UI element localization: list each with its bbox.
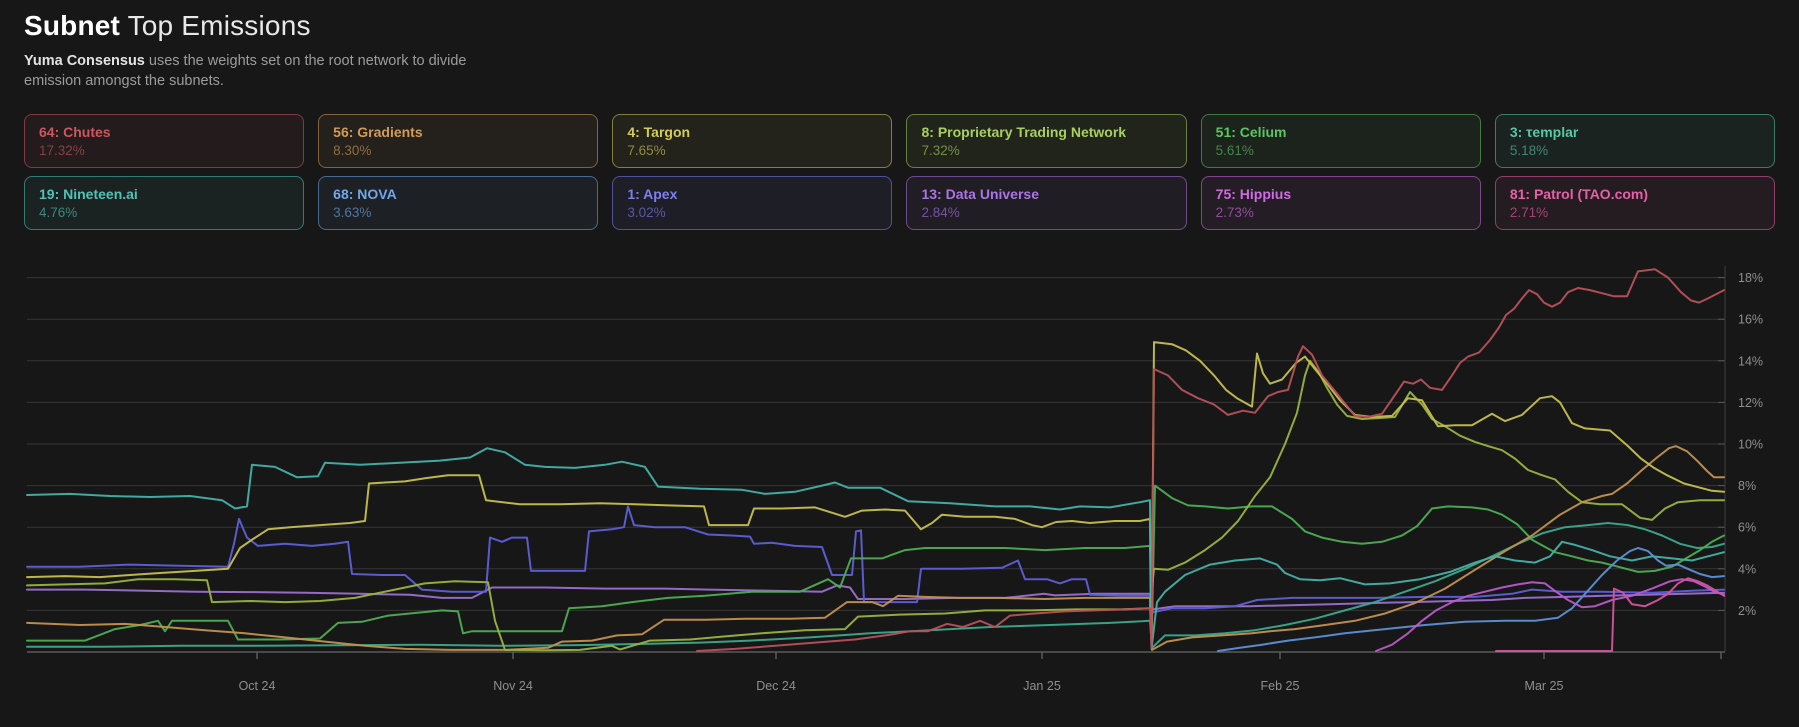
subnet-card-value: 3.63%: [333, 205, 372, 220]
page-title: Subnet Top Emissions: [24, 10, 466, 42]
x-tick-label-Jan 25: Jan 25: [1023, 679, 1061, 693]
page-header: Subnet Top Emissions Yuma Consensus uses…: [24, 10, 466, 91]
y-tick-label-16pct: 16%: [1738, 313, 1763, 327]
subnet-card-1[interactable]: 1: Apex 3.02%: [612, 176, 893, 230]
page-title-rest: Top Emissions: [120, 10, 311, 41]
subnet-card-75[interactable]: 75: Hippius 2.73%: [1200, 176, 1481, 230]
subnet-card-19[interactable]: 19: Nineteen.ai 4.76%: [24, 176, 305, 230]
series-line-81-patrol-tao-com-[interactable]: [1495, 577, 1725, 652]
y-tick-label-18pct: 18%: [1738, 271, 1763, 285]
subtitle-line2: emission amongst the subnets.: [24, 73, 224, 89]
subnet-card-64[interactable]: 64: Chutes 17.32%: [24, 114, 305, 168]
series-line-64-chutes[interactable]: [696, 268, 1725, 652]
subnet-card-value: 3.02%: [627, 205, 666, 220]
subnet-card-81[interactable]: 81: Patrol (TAO.com) 2.71%: [1494, 176, 1775, 230]
y-tick-label-6pct: 6%: [1738, 521, 1756, 535]
subnet-card-value: 7.32%: [921, 143, 960, 158]
subnet-card-label: 68: NOVA: [333, 186, 397, 202]
subnet-card-label: 13: Data Universe: [921, 186, 1039, 202]
series-line-51-celium[interactable]: [26, 484, 1725, 647]
subnet-card-51[interactable]: 51: Celium 5.61%: [1200, 114, 1481, 168]
x-tick-label-Feb 25: Feb 25: [1261, 679, 1300, 693]
subnet-card-label: 56: Gradients: [333, 124, 423, 140]
subnet-card-value: 8.30%: [333, 143, 372, 158]
y-tick-label-14pct: 14%: [1738, 354, 1763, 368]
subtitle-strong: Yuma Consensus: [24, 53, 145, 69]
subnet-card-label: 3: τemplar: [1509, 124, 1579, 140]
series-line-1-apex[interactable]: [26, 505, 1725, 614]
page-title-bold: Subnet: [24, 10, 121, 41]
y-tick-label-4pct: 4%: [1738, 562, 1756, 576]
series-line-56-gradients[interactable]: [26, 445, 1725, 651]
subnet-card-4[interactable]: 4: Targon 7.65%: [612, 114, 893, 168]
subtitle-line1: uses the weights set on the root network…: [144, 53, 467, 69]
emissions-line-chart[interactable]: 2% 4% 6% 8% 10% 12% 14% 16% 18% Oct 24 Nov 24 Dec 2…: [0, 230, 1799, 727]
subnet-card-value: 5.61%: [1215, 143, 1254, 158]
y-tick-label-12pct: 12%: [1738, 396, 1763, 410]
emissions-chart[interactable]: 2% 4% 6% 8% 10% 12% 14% 16% 18% Oct 24 Nov 24 Dec 2…: [0, 230, 1799, 727]
subnet-card-label: 51: Celium: [1215, 124, 1287, 140]
series-line-68-nova[interactable]: [1217, 547, 1725, 652]
subnet-card-label: 4: Targon: [627, 124, 691, 140]
subnet-card-56[interactable]: 56: Gradients 8.30%: [318, 114, 599, 168]
subnet-card-value: 5.18%: [1509, 143, 1549, 158]
series-line-75-hippius[interactable]: [1375, 578, 1725, 652]
subnet-card-label: 81: Patrol (TAO.com): [1509, 186, 1649, 202]
x-tick-label-Oct 24: Oct 24: [239, 679, 276, 693]
subnet-card-value: 2.73%: [1215, 205, 1254, 220]
subnet-card-13[interactable]: 13: Data Universe 2.84%: [906, 176, 1187, 230]
subnet-card-value: 7.65%: [627, 143, 666, 158]
series-line-3-emplar[interactable]: [26, 522, 1725, 649]
subnet-card-value: 4.76%: [39, 205, 78, 220]
subnet-card-label: 19: Nineteen.ai: [39, 186, 138, 202]
subnet-card-label: 64: Chutes: [39, 124, 111, 140]
subnet-card-value: 2.84%: [921, 205, 960, 220]
y-tick-label-8pct: 8%: [1738, 479, 1756, 493]
series-line-4-targon[interactable]: [26, 341, 1725, 649]
series-line-8-proprietary-trading-network[interactable]: [26, 359, 1725, 652]
x-tick-label-Nov 24: Nov 24: [493, 679, 533, 693]
page-subtitle: Yuma Consensus uses the weights set on t…: [24, 51, 466, 91]
subnet-card-label: 8: Proprietary Trading Network: [921, 124, 1127, 140]
y-tick-label-10pct: 10%: [1738, 438, 1763, 452]
subnet-card-label: 1: Apex: [627, 186, 678, 202]
series-line-19-nineteen-ai[interactable]: [26, 447, 1725, 650]
x-tick-label-Dec 24: Dec 24: [756, 679, 796, 693]
subnet-card-value: 17.32%: [39, 143, 85, 158]
x-tick-label-Mar 25: Mar 25: [1525, 679, 1564, 693]
subnet-legend-cards: 64: Chutes 17.32% 56: Gradients 8.30% 4: Tar…: [24, 114, 1775, 230]
subnet-card-3[interactable]: 3: τemplar 5.18%: [1494, 114, 1775, 168]
subnet-card-value: 2.71%: [1509, 205, 1549, 220]
y-tick-label-2pct: 2%: [1738, 604, 1756, 618]
subnet-card-label: 75: Hippius: [1215, 186, 1292, 202]
subnet-card-68[interactable]: 68: NOVA 3.63%: [318, 176, 599, 230]
subnet-card-8[interactable]: 8: Proprietary Trading Network 7.32%: [906, 114, 1187, 168]
